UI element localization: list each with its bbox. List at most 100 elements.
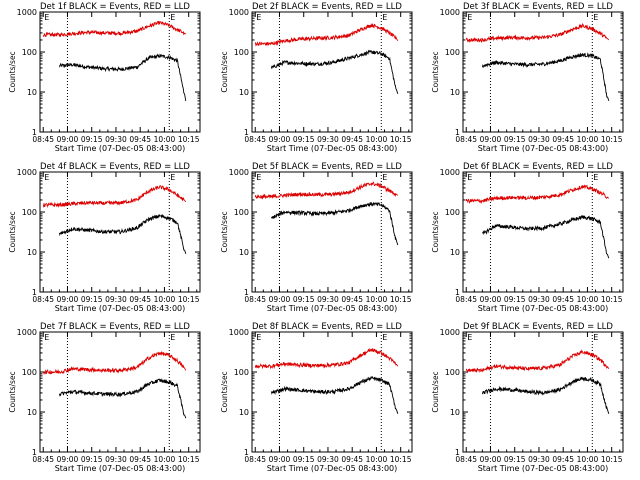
plot-frame (251, 11, 413, 133)
series-lld-line (254, 181, 399, 200)
flag-label: E (170, 173, 175, 182)
y-tick-label: 100 (22, 48, 37, 57)
x-tick-label: 09:45 (552, 135, 574, 144)
x-tick-label: 09:30 (105, 455, 127, 464)
series-lld-line (42, 21, 187, 38)
x-tick-label: 09:00 (57, 295, 79, 304)
y-tick-label: 100 (234, 48, 249, 57)
y-tick-label: 10 (450, 408, 460, 417)
y-tick-label: 1 (244, 128, 249, 137)
x-tick-label: 09:30 (105, 295, 127, 304)
y-axis-label: Counts/sec (220, 371, 229, 412)
x-tick-label: 08:45 (244, 455, 266, 464)
y-tick-label: 1 (455, 448, 460, 457)
x-axis-label: Start Time (07-Dec-05 08:43:00) (478, 464, 609, 473)
x-tick-label: 09:15 (81, 135, 103, 144)
y-tick-label: 1000 (229, 8, 249, 17)
flag-label: E (44, 13, 49, 22)
panel-title: Det 4f BLACK = Events, RED = LLD (40, 162, 190, 172)
y-tick-label: 1 (32, 128, 37, 137)
plot-frame (39, 11, 201, 133)
x-tick-label: 09:45 (129, 135, 151, 144)
y-tick-label: 1000 (440, 8, 460, 17)
x-tick-label: 09:15 (504, 135, 526, 144)
y-tick-label: 10 (450, 248, 460, 257)
flag-label: E (382, 173, 387, 182)
panel-title: Det 7f BLACK = Events, RED = LLD (40, 322, 190, 332)
y-tick-label: 1 (32, 288, 37, 297)
flag-label: E (170, 333, 175, 342)
x-axis-label: Start Time (07-Dec-05 08:43:00) (267, 304, 398, 313)
y-tick-label: 100 (445, 48, 460, 57)
x-tick-label: 08:45 (244, 295, 266, 304)
series-events-line (270, 201, 399, 246)
y-tick-label: 10 (27, 88, 37, 97)
series-events-line (482, 215, 610, 259)
y-tick-label: 1 (244, 448, 249, 457)
plot-frame (462, 331, 624, 453)
x-tick-label: 09:45 (341, 455, 363, 464)
y-tick-label: 100 (234, 208, 249, 217)
y-tick-label: 1 (32, 448, 37, 457)
y-tick-label: 10 (239, 408, 249, 417)
flag-label: E (44, 333, 49, 342)
y-axis-label: Counts/sec (220, 211, 229, 252)
y-tick-label: 100 (445, 208, 460, 217)
y-tick-label: 100 (22, 208, 37, 217)
x-tick-label: 09:00 (480, 135, 502, 144)
x-tick-label: 09:30 (317, 295, 339, 304)
x-tick-label: 10:00 (577, 455, 599, 464)
series-events-line (58, 213, 187, 254)
flag-label: E (44, 173, 49, 182)
x-tick-label: 09:00 (57, 135, 79, 144)
y-tick-label: 1000 (440, 328, 460, 337)
x-tick-label: 10:00 (366, 455, 388, 464)
x-tick-label: 09:15 (293, 135, 315, 144)
x-tick-label: 08:45 (455, 295, 477, 304)
series-lld-line (42, 185, 187, 209)
flag-label: E (593, 173, 598, 182)
x-tick-label: 09:15 (504, 295, 526, 304)
series-lld-line (254, 347, 399, 370)
x-tick-label: 10:00 (366, 295, 388, 304)
flag-label: E (382, 13, 387, 22)
y-tick-label: 10 (27, 408, 37, 417)
x-tick-label: 08:45 (455, 135, 477, 144)
y-tick-label: 1 (244, 288, 249, 297)
panel-title: Det 8f BLACK = Events, RED = LLD (252, 322, 402, 332)
plot-frame (462, 171, 624, 293)
flag-label: E (593, 333, 598, 342)
x-axis-label: Start Time (07-Dec-05 08:43:00) (55, 144, 186, 153)
x-tick-label: 09:15 (293, 295, 315, 304)
x-axis-label: Start Time (07-Dec-05 08:43:00) (55, 464, 186, 473)
y-tick-label: 10 (239, 88, 249, 97)
x-tick-label: 09:30 (317, 455, 339, 464)
panel-title: Det 1f BLACK = Events, RED = LLD (40, 2, 190, 12)
x-tick-label: 09:30 (528, 455, 550, 464)
y-axis-label: Counts/sec (8, 51, 17, 92)
x-tick-label: 09:00 (269, 295, 291, 304)
plot-frame (39, 331, 201, 453)
y-tick-label: 1000 (229, 328, 249, 337)
y-axis-label: Counts/sec (220, 51, 229, 92)
flag-label: E (467, 13, 472, 22)
x-tick-label: 09:30 (528, 295, 550, 304)
y-tick-label: 1000 (17, 168, 37, 177)
x-tick-label: 10:00 (154, 455, 176, 464)
x-tick-label: 09:45 (552, 455, 574, 464)
y-tick-label: 1000 (440, 168, 460, 177)
series-lld-line (465, 349, 610, 374)
x-tick-label: 09:00 (269, 455, 291, 464)
x-tick-label: 08:45 (32, 455, 54, 464)
series-events-line (58, 53, 187, 101)
panel-title: Det 2f BLACK = Events, RED = LLD (252, 2, 402, 12)
plot-frame (462, 11, 624, 133)
x-tick-label: 10:15 (601, 135, 623, 144)
y-tick-label: 1000 (229, 168, 249, 177)
x-tick-label: 10:00 (154, 135, 176, 144)
x-tick-label: 10:00 (154, 295, 176, 304)
flag-label: E (593, 13, 598, 22)
